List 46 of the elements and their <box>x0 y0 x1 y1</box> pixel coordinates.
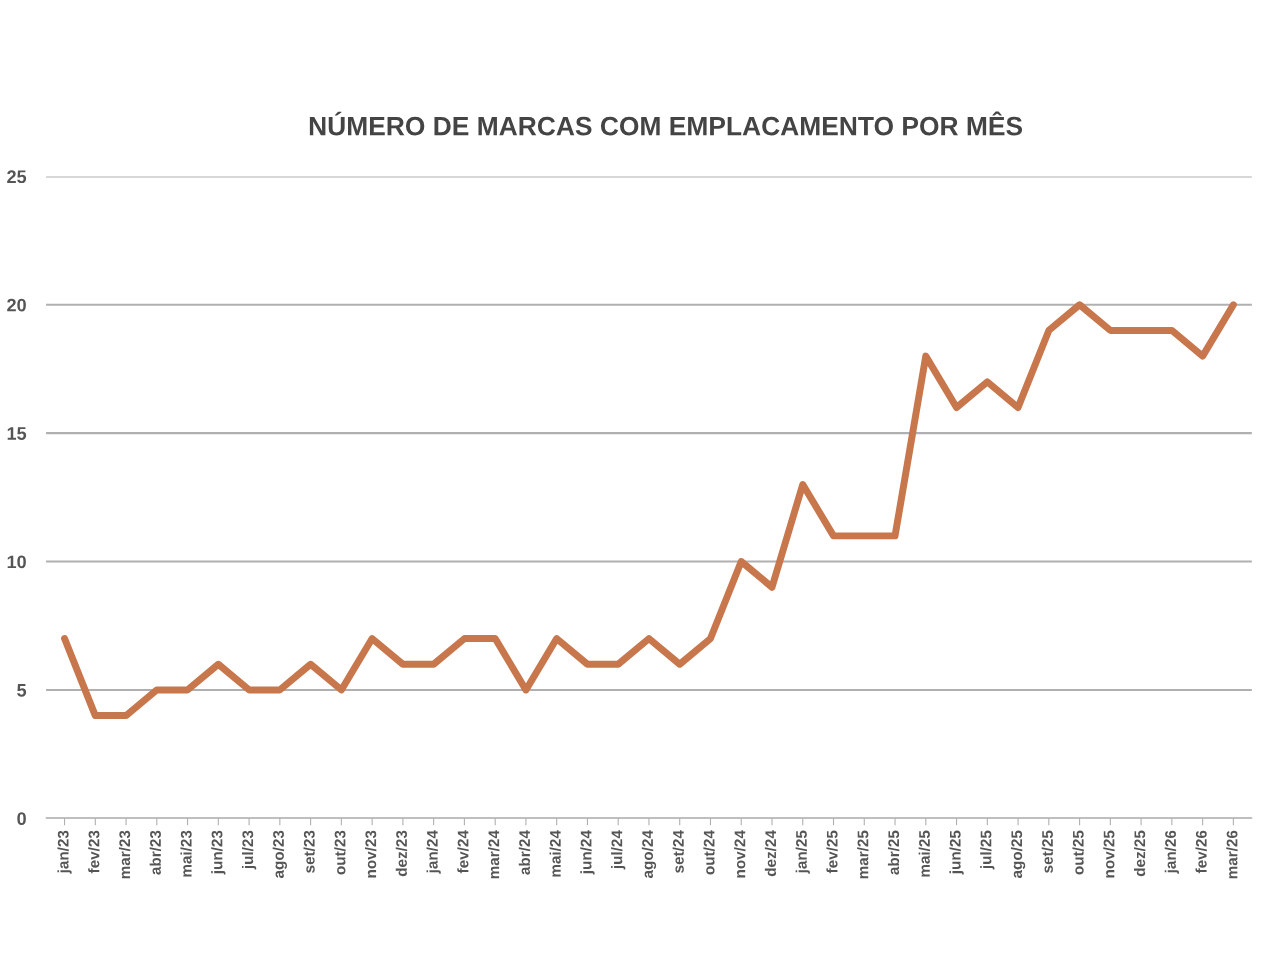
y-tick-label: 10 <box>7 555 26 569</box>
y-tick-label: 15 <box>7 427 27 440</box>
x-tick-label: jan/23 <box>57 830 72 874</box>
x-tick-label: set/23 <box>303 830 315 873</box>
x-tick-label: jan/24 <box>426 830 441 874</box>
x-tick-label: mar/23 <box>118 830 131 879</box>
x-tick-label: jul/24 <box>611 830 626 870</box>
x-tick-label: nov/23 <box>365 830 377 878</box>
x-tick-label: fev/26 <box>1195 830 1207 874</box>
y-tick-label: 20 <box>7 298 26 312</box>
x-tick-label: jul/23 <box>241 830 257 870</box>
x-tick-label: set/24 <box>672 830 684 873</box>
x-tick-label: ago/23 <box>272 830 287 879</box>
x-tick-label: jul/25 <box>980 830 995 870</box>
x-tick-label: dez/23 <box>395 830 408 877</box>
x-tick-label: mar/26 <box>1226 830 1238 879</box>
x-tick-label: abr/23 <box>149 830 162 875</box>
x-tick-label: ago/25 <box>1010 830 1026 879</box>
x-tick-label: fev/25 <box>826 830 838 874</box>
x-tick-label: mar/24 <box>488 830 500 879</box>
x-tick-label: out/24 <box>703 830 715 875</box>
x-tick-label: fev/24 <box>457 830 469 874</box>
x-tick-label: set/25 <box>1041 830 1054 873</box>
x-tick-label: out/23 <box>334 830 346 875</box>
x-tick-label: jun/24 <box>580 830 595 875</box>
chart-title: NÚMERO DE MARCAS COM EMPLACAMENTO POR MÊS <box>309 111 1023 136</box>
x-tick-label: fev/23 <box>88 830 100 874</box>
x-tick-label: nov/24 <box>734 830 746 878</box>
x-tick-label: jun/25 <box>949 830 964 875</box>
x-tick-label: out/25 <box>1072 830 1084 875</box>
x-tick-label: dez/25 <box>1133 830 1146 877</box>
x-tick-label: mai/23 <box>180 830 192 877</box>
x-tick-label: mar/25 <box>857 830 869 879</box>
y-tick-label: 0 <box>17 812 26 826</box>
x-tick-label: dez/24 <box>764 830 777 877</box>
x-tick-label: abr/25 <box>887 830 900 875</box>
y-tick-label: 25 <box>7 170 27 184</box>
y-tick-label: 5 <box>17 684 27 697</box>
x-tick-label: mai/25 <box>918 830 931 877</box>
x-tick-label: mai/24 <box>549 830 561 877</box>
x-tick-label: abr/24 <box>518 830 531 875</box>
x-tick-label: jan/25 <box>795 830 810 874</box>
x-tick-label: jun/23 <box>211 830 226 875</box>
x-tick-label: nov/25 <box>1103 830 1115 878</box>
x-tick-label: jan/26 <box>1164 830 1179 874</box>
x-tick-label: ago/24 <box>641 830 657 879</box>
